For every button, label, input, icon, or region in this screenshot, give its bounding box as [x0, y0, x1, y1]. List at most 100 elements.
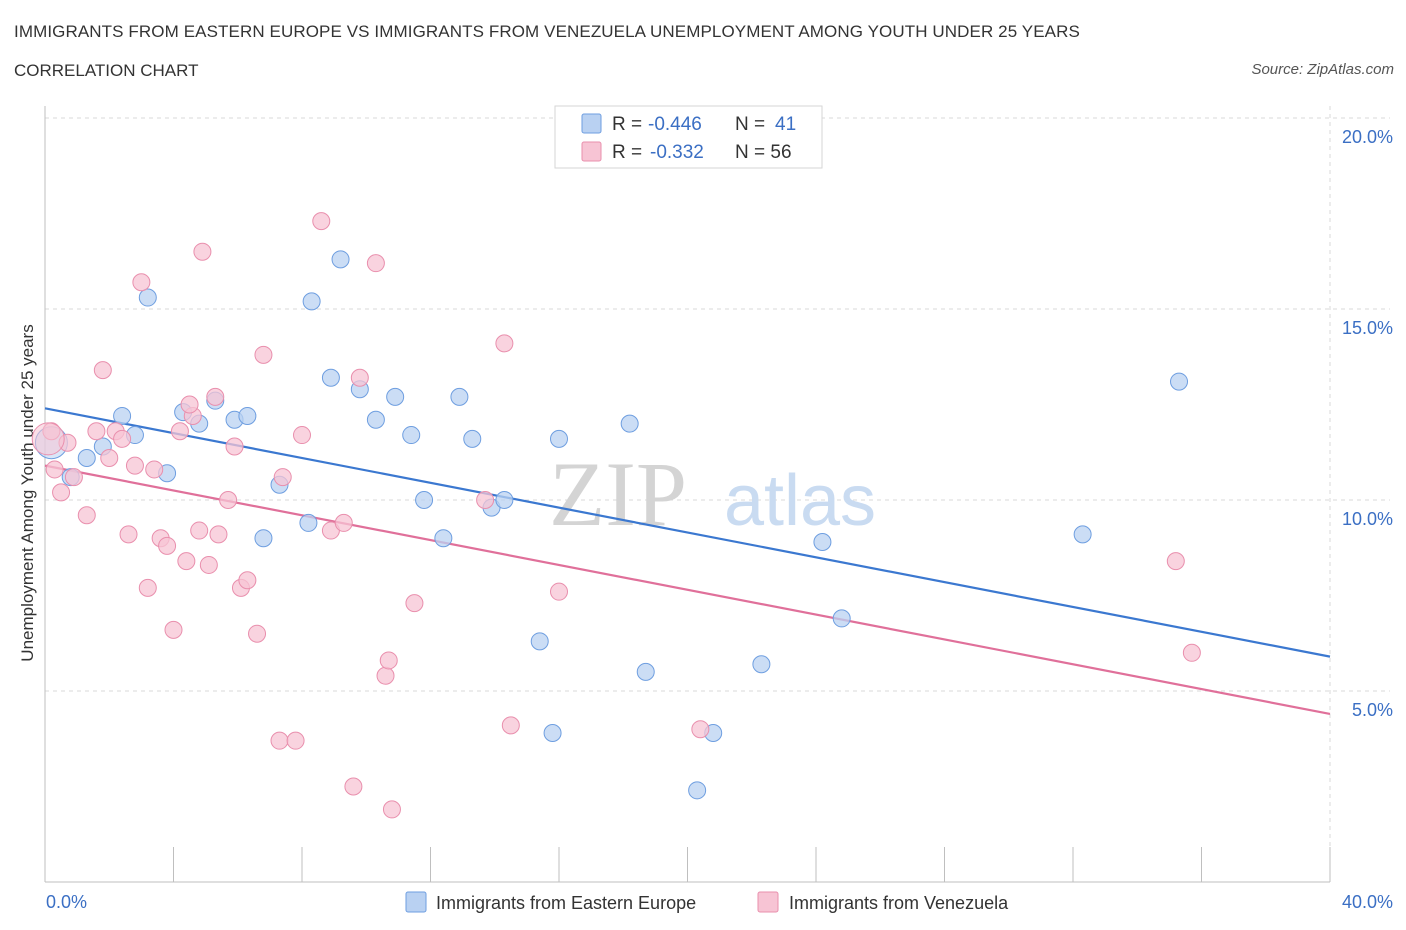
point-venezuela — [64, 468, 83, 487]
point-eastern-europe — [77, 448, 96, 467]
point-venezuela — [495, 334, 514, 353]
point-venezuela — [238, 571, 257, 590]
point-eastern-europe — [254, 529, 273, 548]
source-note: Source: ZipAtlas.com — [1251, 61, 1394, 78]
y-tick-label: 5.0% — [1352, 700, 1393, 720]
point-venezuela — [164, 620, 183, 639]
point-eastern-europe — [366, 410, 385, 429]
point-eastern-europe — [238, 406, 257, 425]
point-venezuela — [138, 578, 157, 597]
point-eastern-europe — [813, 533, 832, 552]
y-tick-label: 10.0% — [1342, 509, 1393, 529]
stats-swatch-pink — [581, 141, 602, 162]
stats-legend: R = -0.446 N = 41 R = -0.332 N = 56 — [554, 105, 823, 169]
point-eastern-europe — [688, 781, 707, 800]
point-venezuela — [225, 437, 244, 456]
point-venezuela — [52, 483, 71, 502]
point-eastern-europe — [620, 414, 639, 433]
point-venezuela — [293, 426, 311, 445]
stats-r-label-2: R = — [612, 142, 642, 163]
point-eastern-europe — [138, 288, 157, 307]
legend-label-venezuela: Immigrants from Venezuela — [789, 893, 1009, 913]
series-legend: Immigrants from Eastern Europe Immigrant… — [405, 891, 1009, 913]
point-eastern-europe — [463, 429, 482, 448]
point-eastern-europe — [415, 491, 434, 509]
stats-n-value-1: 41 — [775, 114, 796, 135]
point-venezuela — [170, 422, 189, 441]
trend-line-eastern-europe — [44, 407, 1331, 658]
point-venezuela — [376, 666, 395, 685]
chart-title: IMMIGRANTS FROM EASTERN EUROPE VS IMMIGR… — [14, 22, 1080, 41]
axes — [44, 106, 1331, 883]
point-venezuela — [113, 429, 132, 448]
stats-r-value-2: -0.332 — [650, 142, 704, 163]
point-venezuela — [1182, 643, 1201, 662]
point-venezuela — [219, 491, 238, 509]
point-venezuela — [476, 491, 495, 509]
trend-lines — [44, 407, 1331, 716]
point-venezuela — [125, 456, 144, 475]
point-eastern-europe — [530, 632, 549, 651]
point-eastern-europe — [550, 429, 568, 448]
point-venezuela — [100, 448, 119, 467]
point-venezuela — [158, 536, 177, 555]
stats-r-label-1: R = — [612, 114, 642, 135]
x-tick-label-min: 0.0% — [46, 892, 87, 912]
data-points — [31, 212, 1201, 819]
stats-r-value-1: -0.446 — [648, 114, 702, 135]
point-eastern-europe — [113, 406, 132, 425]
grid-lines — [45, 106, 1390, 882]
stats-swatch-blue — [581, 113, 602, 134]
y-tick-label: 15.0% — [1342, 318, 1393, 338]
point-eastern-europe — [450, 387, 469, 406]
point-venezuela — [334, 513, 353, 532]
point-eastern-europe — [302, 292, 321, 311]
point-venezuela — [180, 395, 199, 414]
point-eastern-europe — [752, 655, 771, 674]
point-venezuela — [77, 506, 96, 525]
point-venezuela — [405, 594, 424, 613]
point-venezuela — [209, 525, 228, 544]
point-venezuela — [366, 254, 385, 273]
point-venezuela — [87, 422, 106, 441]
point-venezuela — [270, 731, 289, 750]
point-venezuela — [177, 552, 196, 571]
point-venezuela — [312, 212, 331, 231]
y-tick-label: 20.0% — [1342, 127, 1393, 147]
point-venezuela — [1166, 552, 1185, 571]
stats-n-label-1: N = — [735, 114, 765, 135]
point-eastern-europe — [636, 662, 655, 681]
point-eastern-europe — [832, 609, 851, 628]
point-eastern-europe — [1170, 372, 1189, 391]
trend-line-venezuela — [44, 464, 1331, 716]
point-eastern-europe — [434, 529, 453, 548]
point-venezuela — [93, 361, 112, 380]
point-venezuela — [145, 460, 164, 479]
point-venezuela — [193, 242, 212, 261]
point-venezuela — [273, 468, 292, 487]
point-eastern-europe — [543, 724, 562, 743]
point-venezuela — [550, 582, 568, 601]
point-venezuela — [248, 624, 267, 643]
point-venezuela — [132, 273, 151, 292]
point-venezuela — [254, 345, 273, 364]
tick-labels: 5.0% 10.0% 15.0% 20.0% 0.0% 40.0% — [46, 127, 1393, 912]
watermark-atlas: atlas — [724, 461, 876, 541]
point-venezuela — [344, 777, 363, 796]
point-venezuela — [199, 555, 218, 574]
point-venezuela — [206, 387, 225, 406]
legend-label-eastern-europe: Immigrants from Eastern Europe — [436, 893, 696, 913]
point-eastern-europe — [495, 491, 514, 509]
point-venezuela — [379, 651, 398, 670]
point-venezuela — [45, 460, 64, 479]
watermark: ZIP atlas — [549, 443, 876, 545]
stats-n-label-2: N = 56 — [735, 142, 792, 163]
point-venezuela — [382, 800, 401, 819]
point-eastern-europe — [299, 513, 318, 532]
point-venezuela — [31, 422, 65, 456]
point-eastern-europe — [386, 387, 405, 406]
point-eastern-europe — [1073, 525, 1092, 544]
point-venezuela — [286, 731, 305, 750]
legend-swatch-venezuela — [757, 891, 779, 913]
